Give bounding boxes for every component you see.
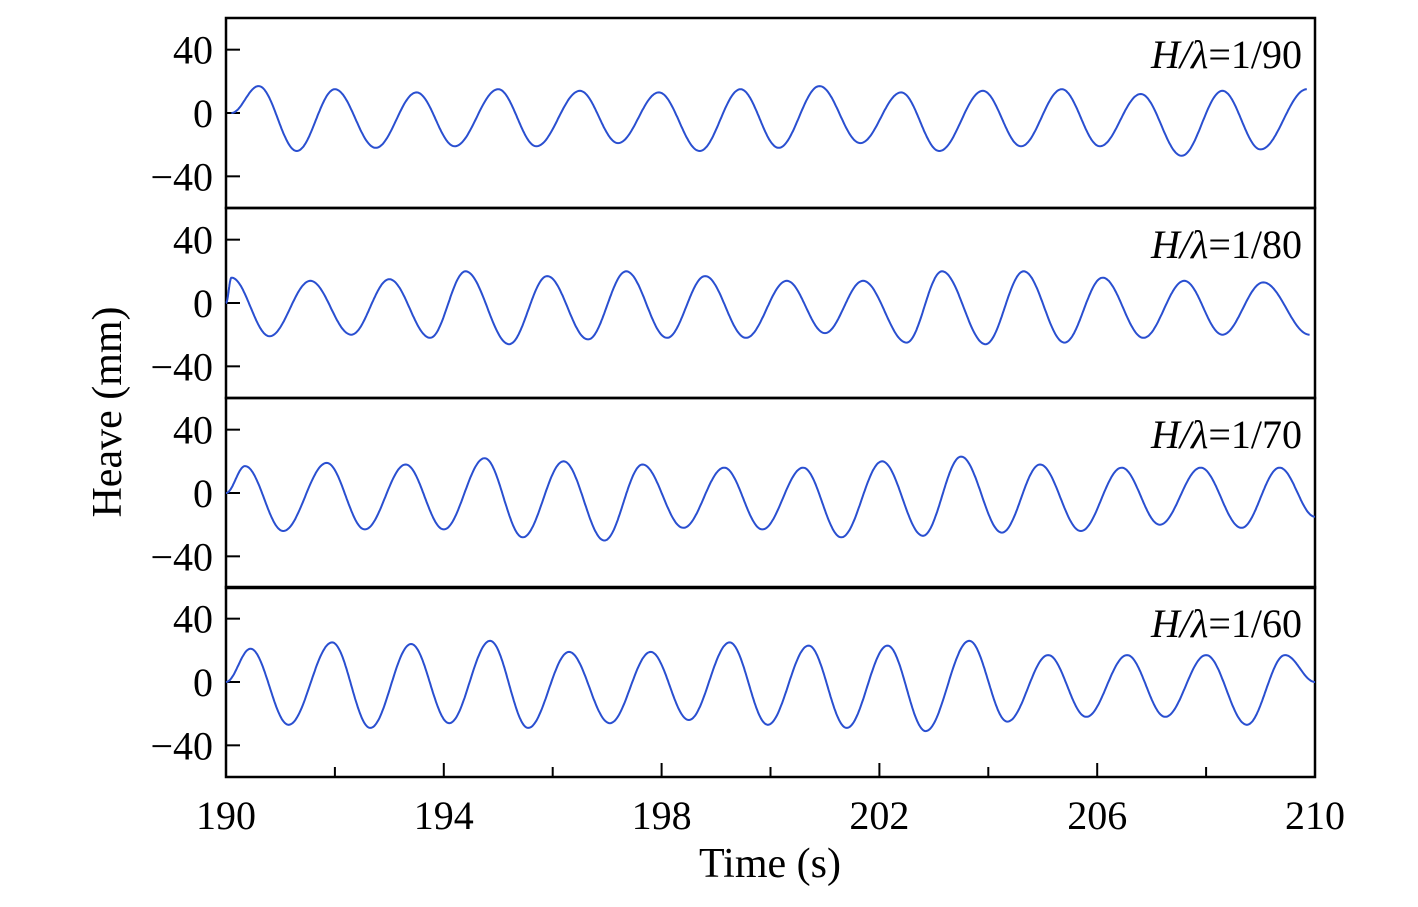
x-tick-label: 210: [1285, 793, 1345, 838]
y-tick-label: 0: [193, 281, 213, 326]
panel-label: H/λ=1/80: [1150, 222, 1302, 267]
x-axis-title: Time (s): [699, 841, 841, 887]
x-tick-label: 198: [632, 793, 692, 838]
panel-label-ratio: H/λ: [1150, 601, 1208, 646]
y-tick-label: −40: [150, 723, 213, 768]
panel-4: 40 0 −40 H/λ=1/60: [150, 585, 1317, 779]
panel-label-ratio: H/λ: [1150, 412, 1208, 457]
panel-3: 40 0 −40 H/λ=1/70: [150, 396, 1317, 590]
y-axis-title: Heave (mm): [85, 306, 131, 517]
x-tick-label: 190: [196, 793, 256, 838]
panel-label: H/λ=1/60: [1150, 601, 1302, 646]
panels-group: 400−40H/λ=1/90400−40H/λ=1/80400−40H/λ=1/…: [150, 16, 1317, 779]
y-tick-label: 0: [193, 91, 213, 136]
heave-series-line: [231, 85, 1307, 157]
panel-1: 40 0 −40 H/λ=1/90: [150, 16, 1317, 210]
y-tick-label: −40: [150, 344, 213, 389]
y-tick-label: 0: [193, 660, 213, 705]
y-tick-label: 0: [193, 471, 213, 516]
y-tick-label: 40: [173, 28, 213, 73]
x-tick-label: 194: [414, 793, 474, 838]
panel-label: H/λ=1/90: [1150, 32, 1302, 77]
panel-label-value: =1/60: [1208, 601, 1302, 646]
heave-series-line: [225, 639, 1315, 733]
panel-label: H/λ=1/70: [1150, 412, 1302, 457]
y-tick-label: −40: [150, 154, 213, 199]
heave-series-line: [225, 270, 1310, 346]
y-tick-label: 40: [173, 408, 213, 453]
panel-label-ratio: H/λ: [1150, 222, 1208, 267]
y-tick-label: −40: [150, 534, 213, 579]
heave-series-line: [226, 455, 1316, 542]
y-tick-label: 40: [173, 218, 213, 263]
panel-label-value: =1/80: [1208, 222, 1302, 267]
panel-label-ratio: H/λ: [1150, 32, 1208, 77]
x-tick-label: 206: [1067, 793, 1127, 838]
y-tick-label: 40: [173, 597, 213, 642]
x-tick-label: 202: [849, 793, 909, 838]
panel-label-value: =1/70: [1208, 412, 1302, 457]
panel-label-value: =1/90: [1208, 32, 1302, 77]
x-axis: 190 194 198 202 206 210: [196, 763, 1345, 838]
panel-2: 40 0 −40 H/λ=1/80: [150, 206, 1317, 400]
